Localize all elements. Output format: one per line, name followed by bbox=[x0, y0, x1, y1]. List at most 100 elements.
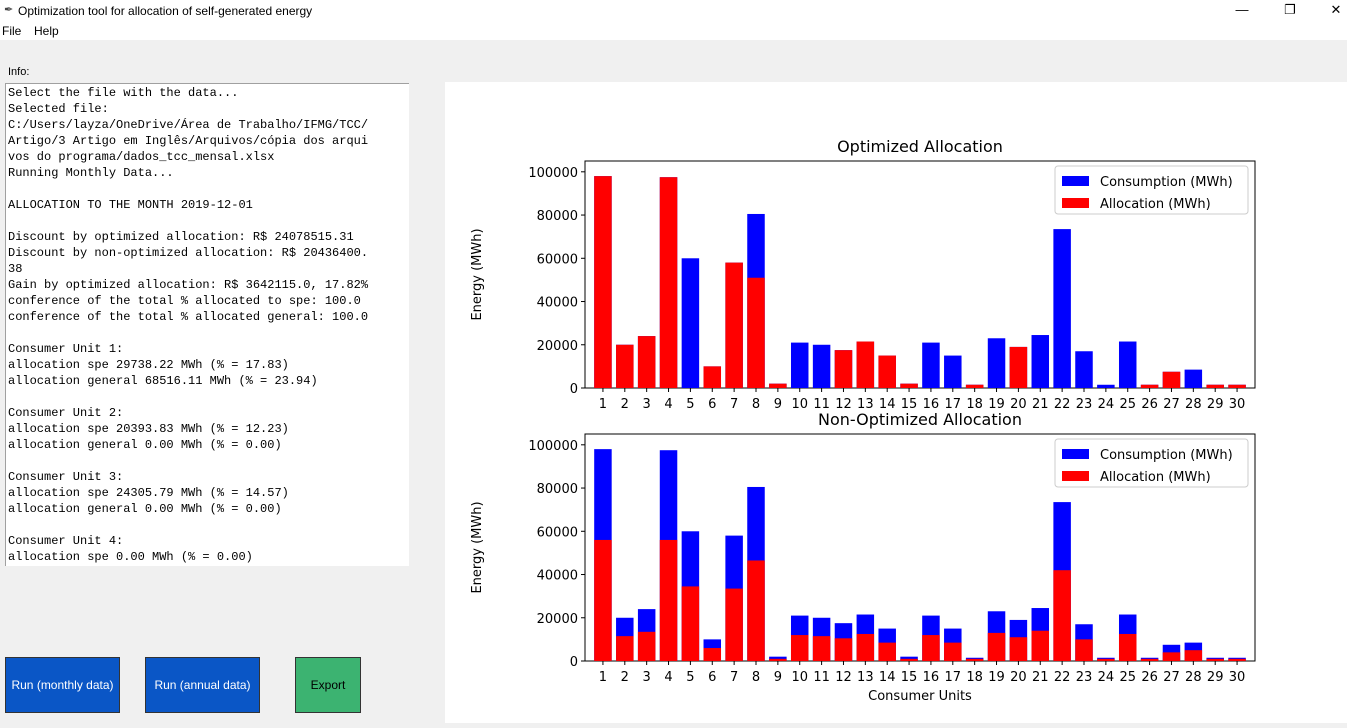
allocation-bar bbox=[1009, 637, 1028, 661]
x-tick-label: 1 bbox=[599, 670, 607, 685]
allocation-bar bbox=[944, 642, 962, 661]
legend-label: Consumption (MWh) bbox=[1100, 175, 1233, 190]
allocation-bar bbox=[659, 539, 678, 661]
allocation-bar bbox=[594, 539, 612, 661]
allocation-bar bbox=[1009, 346, 1028, 388]
allocation-bar bbox=[834, 638, 853, 661]
allocation-bar bbox=[878, 642, 896, 661]
legend-swatch bbox=[1062, 471, 1089, 481]
allocation-bar bbox=[637, 631, 656, 661]
allocation-bar bbox=[878, 355, 896, 388]
x-tick-label: 22 bbox=[1054, 670, 1071, 685]
y-tick-label: 100000 bbox=[528, 166, 578, 181]
x-tick-label: 2 bbox=[621, 397, 629, 412]
consumption-bar bbox=[1053, 229, 1071, 388]
consumption-bar bbox=[681, 258, 700, 388]
menu-file[interactable]: File bbox=[2, 24, 22, 38]
x-tick-label: 13 bbox=[857, 397, 874, 412]
allocation-bar bbox=[856, 341, 875, 388]
allocation-bar bbox=[703, 648, 722, 661]
allocation-bar bbox=[1206, 384, 1224, 388]
allocation-bar bbox=[594, 176, 612, 388]
x-tick-label: 10 bbox=[791, 670, 808, 685]
x-tick-label: 9 bbox=[774, 670, 782, 685]
y-tick-label: 60000 bbox=[537, 525, 578, 540]
close-button[interactable]: ✕ bbox=[1330, 2, 1342, 17]
legend-swatch bbox=[1062, 176, 1089, 186]
y-tick-label: 40000 bbox=[537, 569, 578, 584]
x-axis-label: Consumer Units bbox=[868, 689, 972, 704]
info-text-area[interactable]: Select the file with the data... Selecte… bbox=[5, 83, 409, 566]
allocation-bar bbox=[725, 262, 743, 388]
consumption-bar bbox=[1031, 335, 1050, 388]
allocation-bar bbox=[965, 384, 984, 388]
minimize-button[interactable]: — bbox=[1235, 2, 1249, 17]
allocation-bar bbox=[1053, 570, 1071, 661]
allocation-bar bbox=[965, 658, 984, 661]
chart-title: Non-Optimized Allocation bbox=[818, 410, 1022, 429]
maximize-button[interactable]: ❐ bbox=[1284, 2, 1296, 17]
x-tick-label: 12 bbox=[835, 670, 852, 685]
allocation-bar bbox=[1206, 658, 1224, 661]
x-tick-label: 14 bbox=[879, 397, 896, 412]
allocation-bar bbox=[1140, 658, 1159, 661]
x-tick-label: 17 bbox=[945, 670, 962, 685]
x-tick-label: 30 bbox=[1229, 397, 1246, 412]
x-tick-label: 7 bbox=[730, 397, 738, 412]
run-monthly-button[interactable]: Run (monthly data) bbox=[5, 657, 120, 713]
legend-box bbox=[1054, 165, 1249, 215]
x-tick-label: 12 bbox=[835, 397, 852, 412]
x-tick-label: 28 bbox=[1185, 670, 1202, 685]
x-tick-label: 1 bbox=[599, 397, 607, 412]
consumption-bar bbox=[922, 342, 940, 388]
allocation-bar bbox=[812, 636, 831, 661]
allocation-bar bbox=[637, 336, 656, 388]
legend-swatch bbox=[1062, 198, 1089, 208]
allocation-bar bbox=[900, 383, 918, 388]
legend-swatch bbox=[1062, 449, 1089, 459]
allocation-bar bbox=[747, 560, 765, 661]
x-tick-label: 26 bbox=[1141, 670, 1158, 685]
x-tick-label: 15 bbox=[901, 670, 918, 685]
x-tick-label: 27 bbox=[1163, 397, 1180, 412]
x-tick-label: 26 bbox=[1141, 397, 1158, 412]
x-tick-label: 9 bbox=[774, 397, 782, 412]
allocation-bar bbox=[922, 635, 940, 661]
menu-help[interactable]: Help bbox=[34, 24, 59, 38]
x-tick-label: 17 bbox=[945, 397, 962, 412]
consumption-bar bbox=[812, 344, 831, 388]
allocation-bar bbox=[725, 588, 743, 661]
consumption-bar bbox=[1118, 341, 1137, 388]
info-label: Info: bbox=[8, 66, 30, 78]
consumption-bar bbox=[1075, 351, 1093, 388]
x-tick-label: 25 bbox=[1119, 670, 1136, 685]
y-axis-label: Energy (MWh) bbox=[470, 228, 485, 320]
allocation-bar bbox=[1228, 384, 1246, 388]
x-tick-label: 11 bbox=[813, 670, 830, 685]
x-tick-label: 6 bbox=[708, 397, 716, 412]
x-tick-label: 24 bbox=[1098, 397, 1115, 412]
allocation-bar bbox=[790, 635, 809, 661]
x-tick-label: 8 bbox=[752, 397, 760, 412]
allocation-bar bbox=[681, 586, 700, 661]
allocation-bar bbox=[1097, 658, 1115, 661]
run-annual-button[interactable]: Run (annual data) bbox=[145, 657, 260, 713]
y-tick-label: 80000 bbox=[537, 482, 578, 497]
y-tick-label: 40000 bbox=[537, 296, 578, 311]
plot-canvas: Optimized Allocation 0 20000 40000 60000 8000… bbox=[445, 82, 1347, 723]
x-tick-label: 2 bbox=[621, 670, 629, 685]
y-tick-label: 100000 bbox=[528, 439, 578, 454]
x-tick-label: 14 bbox=[879, 670, 896, 685]
charts-svg: Optimized Allocation 0 20000 40000 60000 8000… bbox=[470, 137, 1256, 704]
allocation-bar bbox=[1162, 652, 1181, 661]
chart-title: Optimized Allocation bbox=[837, 137, 1003, 156]
allocation-bar bbox=[987, 632, 1006, 661]
legend-label: Consumption (MWh) bbox=[1100, 448, 1233, 463]
x-tick-label: 16 bbox=[923, 670, 940, 685]
x-tick-label: 4 bbox=[664, 670, 672, 685]
x-tick-label: 25 bbox=[1119, 397, 1136, 412]
x-tick-label: 30 bbox=[1229, 670, 1246, 685]
consumption-bar bbox=[1097, 384, 1115, 388]
export-button[interactable]: Export bbox=[295, 657, 361, 713]
allocation-bar bbox=[616, 636, 634, 661]
